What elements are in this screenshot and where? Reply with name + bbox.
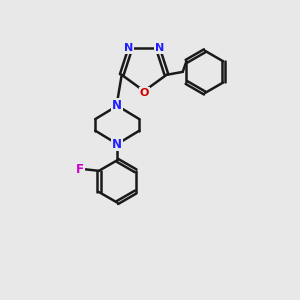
Text: F: F <box>76 163 84 176</box>
Text: N: N <box>112 137 122 151</box>
Text: N: N <box>112 99 122 112</box>
Text: O: O <box>140 88 149 98</box>
Text: N: N <box>155 44 164 53</box>
Text: N: N <box>124 44 134 53</box>
